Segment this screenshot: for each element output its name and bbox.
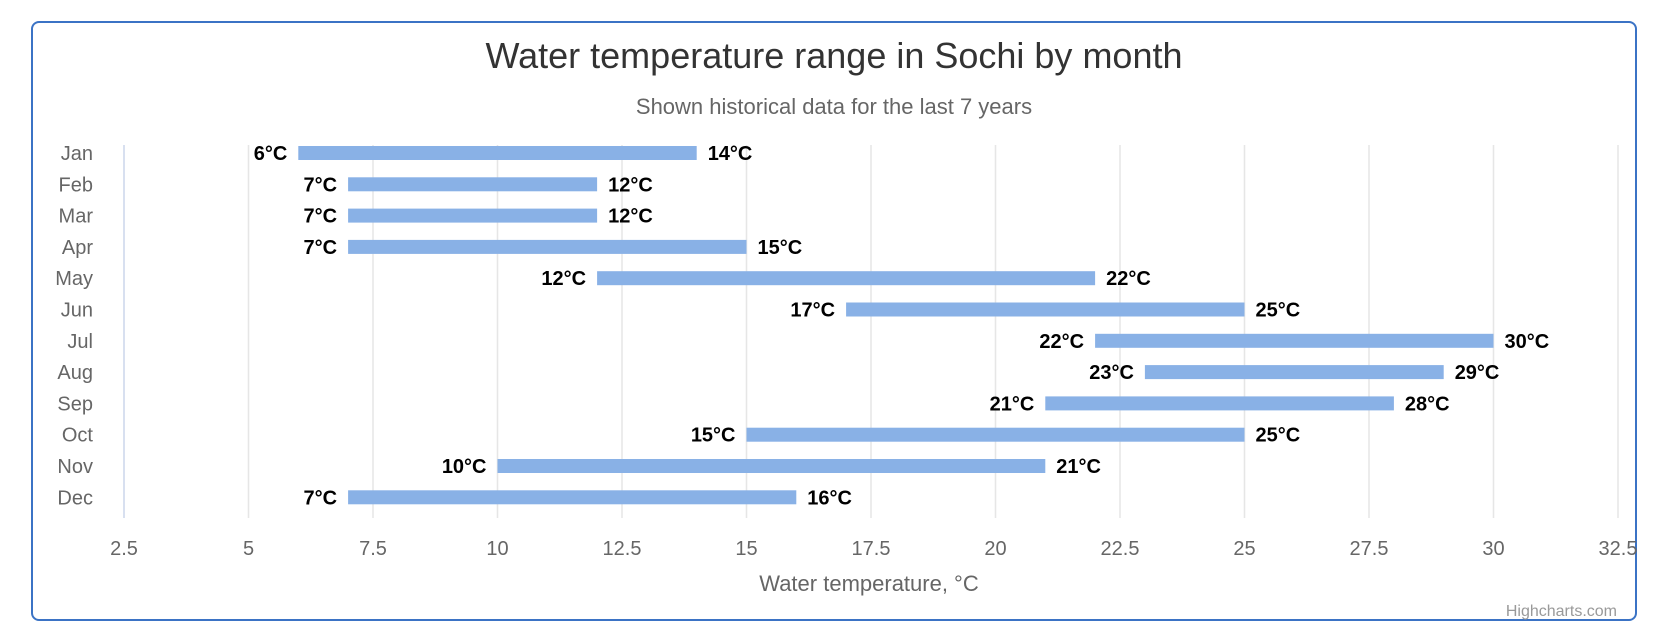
data-label-high: 30°C <box>1505 331 1550 353</box>
range-bar[interactable] <box>597 271 1096 286</box>
data-label-high: 25°C <box>1256 300 1301 322</box>
category-label: Dec <box>57 487 93 509</box>
range-bar[interactable] <box>348 239 747 254</box>
data-label-high: 12°C <box>608 174 653 196</box>
x-tick-label: 10 <box>486 538 508 560</box>
data-label-high: 12°C <box>608 206 653 228</box>
category-label: Nov <box>57 456 93 478</box>
x-tick-label: 2.5 <box>110 538 138 560</box>
range-bar[interactable] <box>348 177 598 192</box>
data-label-low: 15°C <box>691 425 736 447</box>
x-tick-label: 20 <box>984 538 1006 560</box>
labels-layer: 6°C 14°C 7°C 12°C 7°C 12°C 7°C 15°C 12°C 22°C 17°C… <box>254 143 1549 509</box>
category-label: Jun <box>61 300 93 322</box>
x-tick-label: 17.5 <box>852 538 891 560</box>
category-label: Jan <box>61 143 93 165</box>
data-label-low: 7°C <box>304 237 338 259</box>
x-tick-label: 27.5 <box>1350 538 1389 560</box>
x-tick-label: 15 <box>735 538 757 560</box>
data-label-high: 15°C <box>758 237 803 259</box>
range-bar[interactable] <box>497 459 1046 473</box>
range-bar[interactable] <box>348 208 598 223</box>
category-label: Feb <box>59 174 93 196</box>
x-tick-label: 32.5 <box>1599 538 1638 560</box>
range-bar[interactable] <box>348 490 797 505</box>
data-label-low: 12°C <box>541 268 586 290</box>
category-label: Apr <box>62 237 93 259</box>
data-label-low: 21°C <box>990 393 1035 415</box>
range-bar[interactable] <box>846 302 1245 317</box>
range-bar[interactable] <box>298 146 697 160</box>
x-tick-label: 5 <box>243 538 254 560</box>
range-bar[interactable] <box>1095 333 1494 348</box>
x-tick-label: 7.5 <box>359 538 387 560</box>
chart-subtitle: Shown historical data for the last 7 yea… <box>636 94 1032 119</box>
data-label-high: 22°C <box>1106 268 1151 290</box>
x-tick-label: 22.5 <box>1101 538 1140 560</box>
data-label-high: 14°C <box>708 143 753 165</box>
category-label: May <box>55 268 93 290</box>
x-axis-title: Water temperature, °C <box>759 571 979 596</box>
grid-layer <box>123 145 1619 518</box>
data-label-low: 7°C <box>304 206 338 228</box>
range-bar[interactable] <box>1144 365 1444 380</box>
range-bar[interactable] <box>1045 396 1394 411</box>
data-label-low: 6°C <box>254 143 288 165</box>
category-label: Oct <box>62 425 94 447</box>
x-tick-label: 25 <box>1233 538 1255 560</box>
category-label: Mar <box>59 206 94 228</box>
data-label-high: 21°C <box>1056 456 1101 478</box>
data-label-low: 22°C <box>1039 331 1084 353</box>
data-label-low: 7°C <box>304 487 338 509</box>
chart-title: Water temperature range in Sochi by mont… <box>485 35 1182 76</box>
data-label-high: 25°C <box>1256 425 1301 447</box>
category-label: Sep <box>57 393 93 415</box>
category-label: Jul <box>67 331 93 353</box>
range-bar[interactable] <box>746 427 1245 442</box>
data-label-low: 17°C <box>790 300 835 322</box>
axis-layer: 2.5 5 7.5 10 12.5 15 17.5 20 22.5 25 27.5 30 32.5 Jan… <box>55 143 1637 560</box>
data-label-low: 10°C <box>442 456 487 478</box>
credits-link[interactable]: Highcharts.com <box>1506 603 1617 620</box>
data-label-high: 28°C <box>1405 393 1450 415</box>
data-label-low: 7°C <box>304 174 338 196</box>
category-label: Aug <box>57 362 93 384</box>
bars-layer <box>298 146 1494 505</box>
x-tick-label: 30 <box>1482 538 1504 560</box>
data-label-high: 29°C <box>1455 362 1500 384</box>
data-label-high: 16°C <box>807 487 852 509</box>
data-label-low: 23°C <box>1089 362 1134 384</box>
x-tick-label: 12.5 <box>603 538 642 560</box>
